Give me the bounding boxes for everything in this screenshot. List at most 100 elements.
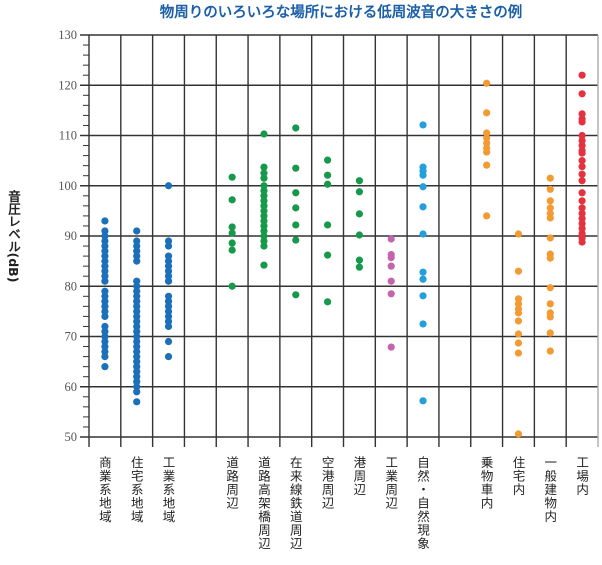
data-point — [133, 398, 141, 406]
data-point — [101, 242, 109, 250]
data-point — [578, 163, 586, 171]
data-point — [101, 312, 109, 320]
data-point — [133, 317, 141, 326]
x-tick-label: 工業系地域 — [160, 456, 176, 524]
data-point — [164, 262, 173, 270]
data-point — [101, 262, 109, 270]
data-point — [133, 332, 141, 341]
data-point — [387, 290, 395, 298]
data-point — [419, 275, 427, 283]
data-point — [260, 130, 268, 138]
data-point — [164, 297, 173, 305]
data-point — [578, 214, 586, 223]
data-point — [419, 121, 427, 129]
data-point — [546, 185, 554, 193]
data-point — [578, 71, 586, 79]
data-point — [419, 268, 427, 276]
data-point — [260, 237, 268, 245]
data-point — [514, 230, 523, 238]
data-point — [228, 246, 236, 254]
data-point — [164, 322, 173, 331]
data-point — [483, 139, 491, 147]
data-point — [133, 378, 141, 386]
data-point — [578, 204, 586, 212]
data-point — [292, 236, 300, 244]
data-point — [133, 307, 141, 315]
data-point — [514, 330, 523, 338]
data-point — [133, 312, 141, 320]
x-tick-label: 乗物車内 — [478, 456, 494, 510]
data-point — [387, 262, 395, 270]
data-point — [101, 337, 109, 346]
x-tick-label: 住宅内 — [510, 456, 526, 497]
data-point — [578, 177, 586, 185]
data-point — [483, 161, 491, 169]
data-point — [164, 257, 173, 265]
data-point — [419, 397, 427, 405]
data-point — [546, 254, 554, 262]
data-point — [483, 212, 491, 220]
data-point — [546, 347, 554, 355]
data-point — [546, 174, 554, 182]
data-point — [260, 192, 268, 200]
x-tick-label: 空港周辺 — [319, 456, 335, 510]
y-tick-label: 120 — [58, 78, 77, 92]
data-point — [387, 343, 395, 351]
data-point — [133, 292, 141, 300]
x-tick-label: 住宅系地域 — [128, 456, 144, 524]
data-point — [133, 257, 141, 265]
data-point — [101, 332, 109, 341]
data-point — [260, 242, 268, 250]
data-point — [578, 189, 586, 197]
data-point — [546, 214, 554, 222]
data-point — [133, 302, 141, 310]
data-point — [133, 363, 141, 371]
data-point — [578, 197, 586, 205]
data-point — [133, 383, 141, 391]
y-tick-label: 110 — [59, 129, 77, 143]
data-point — [387, 277, 395, 285]
data-point — [419, 230, 427, 238]
x-tick-label: 自然・自然現象 — [415, 456, 431, 551]
data-point — [164, 292, 173, 300]
data-point — [546, 204, 554, 212]
y-tick-label: 90 — [65, 229, 78, 243]
data-point — [133, 247, 141, 255]
data-point — [133, 353, 141, 361]
data-point — [260, 174, 268, 182]
data-point — [483, 109, 491, 117]
data-point — [483, 148, 491, 156]
data-point — [323, 171, 332, 179]
data-point — [546, 313, 554, 321]
data-point — [323, 180, 332, 188]
data-point — [133, 342, 141, 351]
data-point — [228, 223, 236, 231]
x-tick-label: 工業周辺 — [383, 456, 399, 510]
data-point — [260, 163, 268, 171]
y-tick-label: 130 — [58, 28, 77, 42]
data-point — [101, 297, 109, 305]
data-point — [260, 202, 268, 210]
data-point — [514, 300, 523, 308]
data-point — [101, 227, 109, 235]
x-tick-label: 商業系地域 — [96, 456, 112, 524]
data-point — [164, 277, 173, 285]
data-point — [133, 388, 141, 396]
data-point — [164, 272, 173, 280]
data-point — [578, 224, 586, 233]
data-point — [101, 272, 109, 280]
data-point — [101, 353, 109, 361]
data-point — [355, 188, 364, 196]
data-point — [164, 307, 173, 315]
data-point — [355, 231, 364, 239]
data-point — [578, 118, 586, 126]
data-point — [578, 131, 586, 140]
data-point — [133, 297, 141, 305]
data-point — [260, 232, 268, 240]
data-point — [133, 287, 141, 295]
data-point — [228, 282, 236, 290]
data-point — [578, 219, 586, 228]
data-point — [578, 157, 586, 165]
data-point — [101, 277, 109, 285]
